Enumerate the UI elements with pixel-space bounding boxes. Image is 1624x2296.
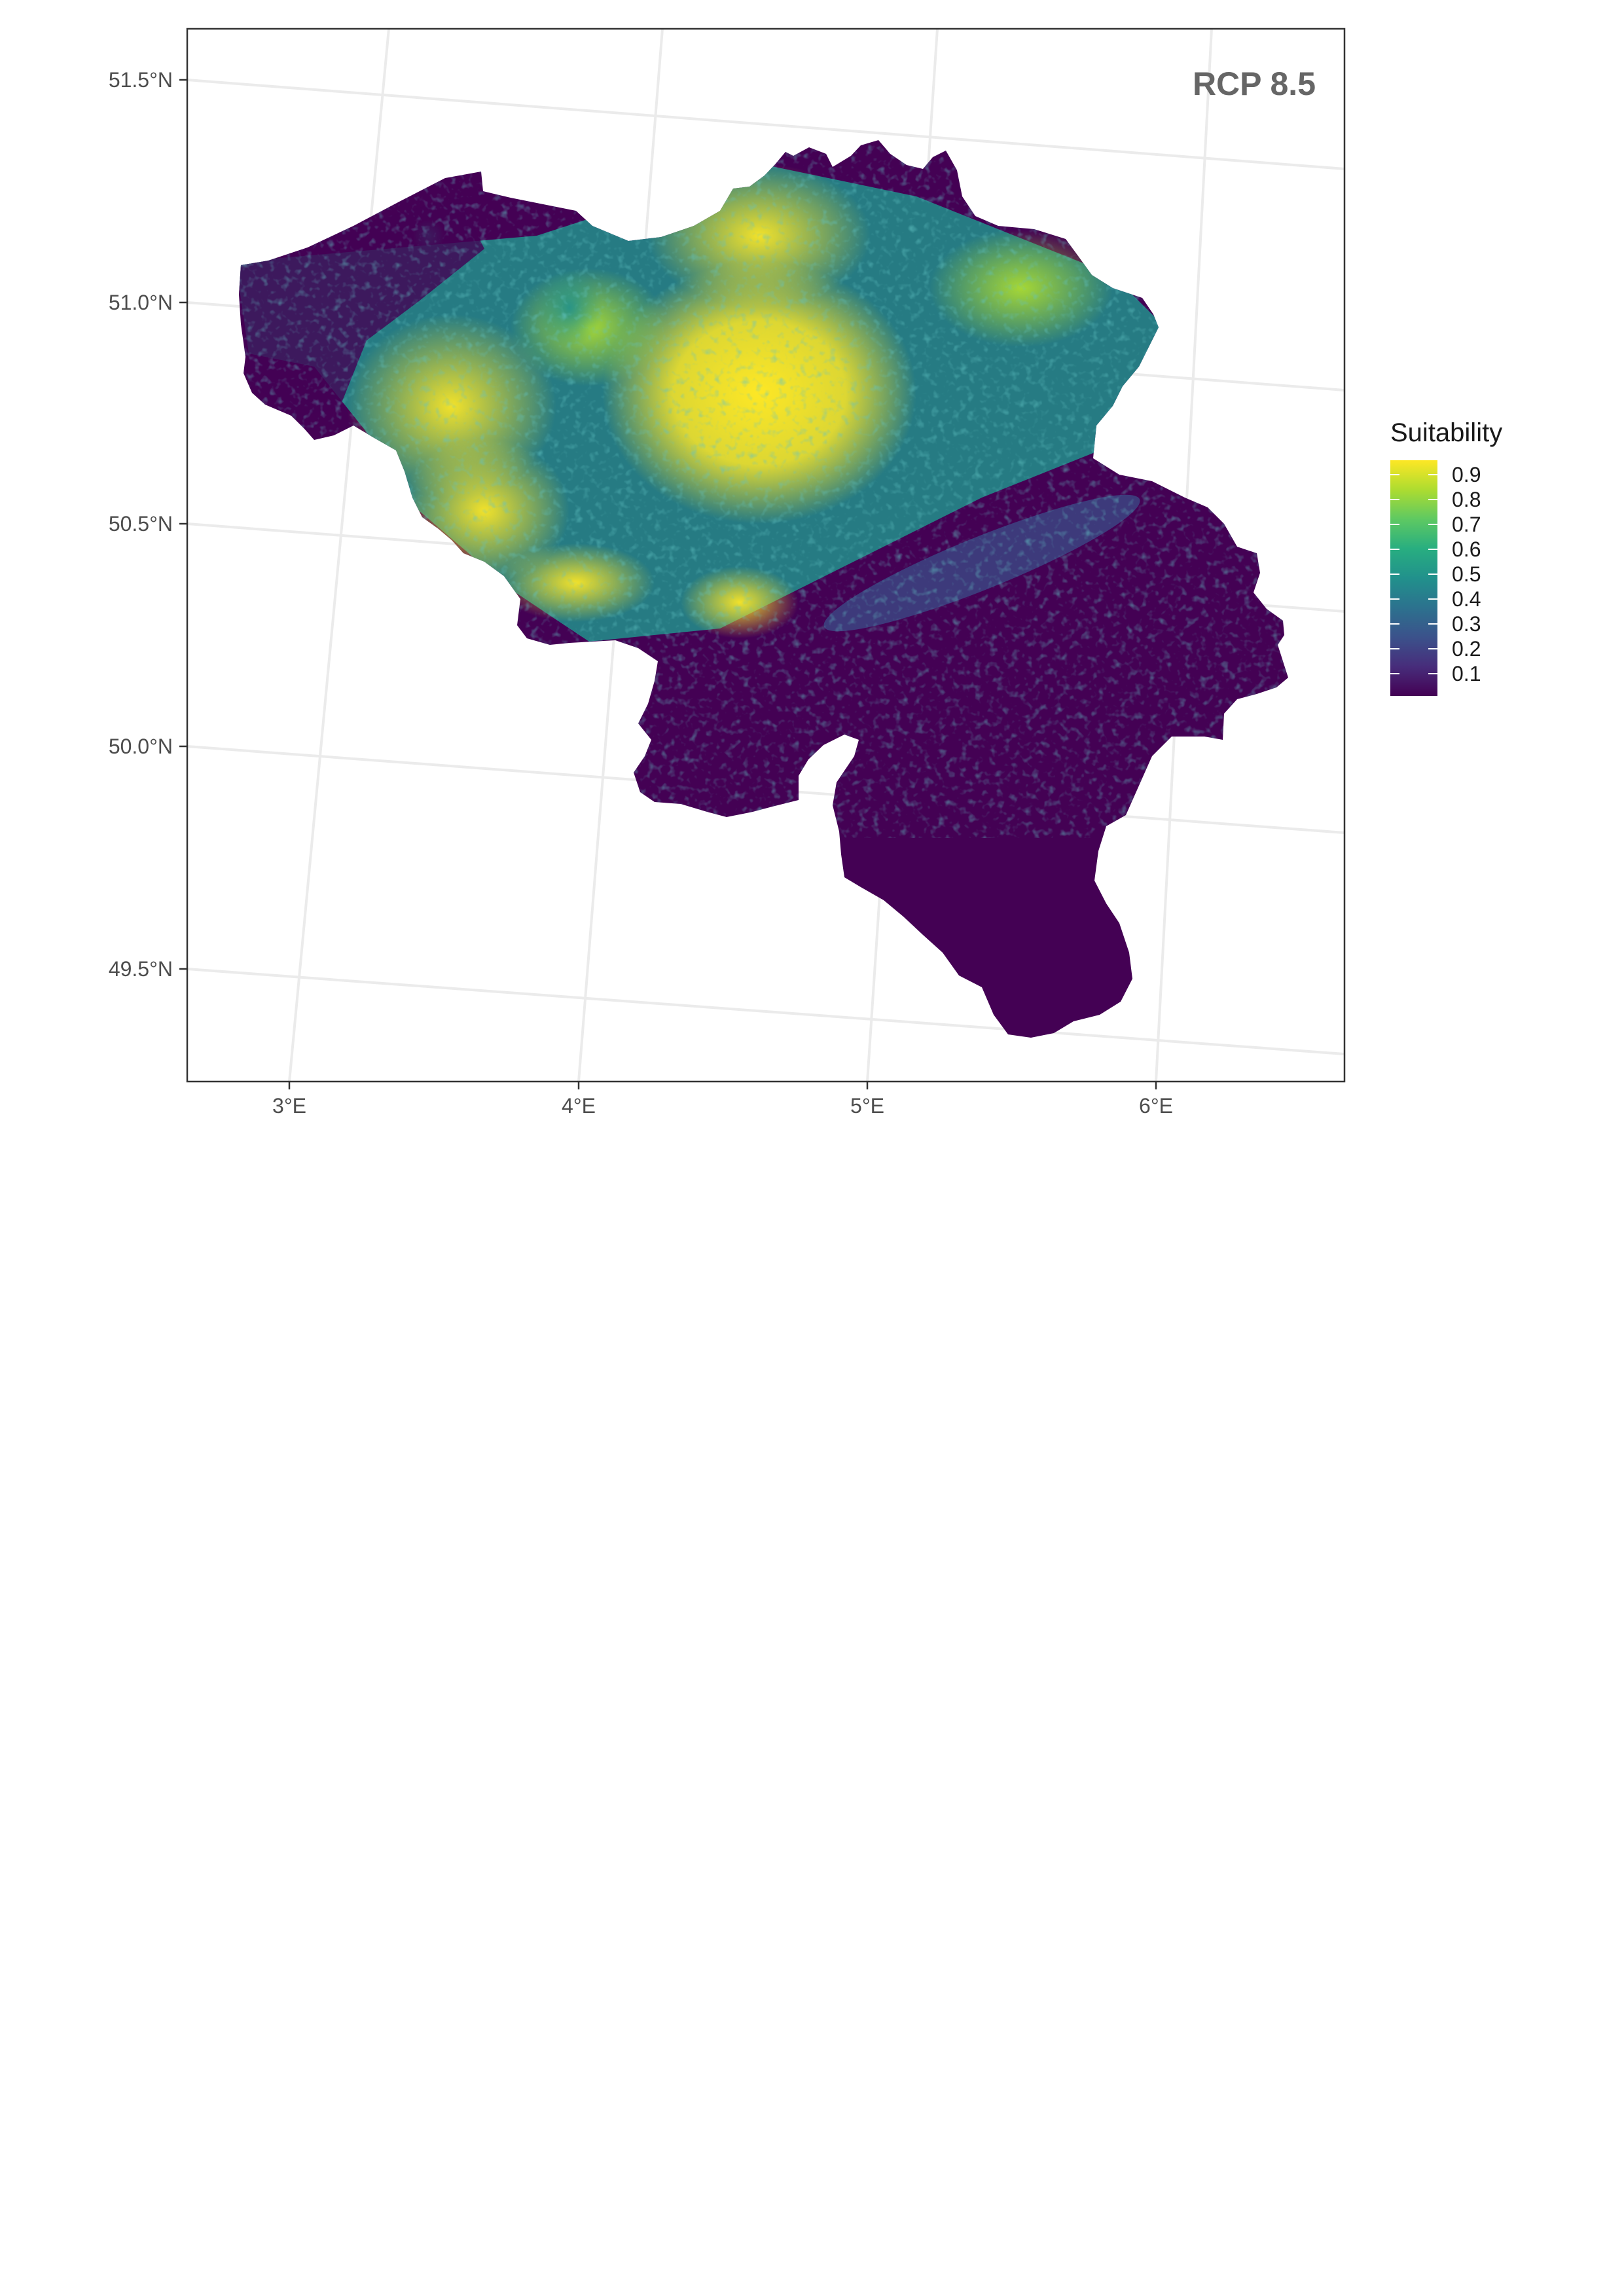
- graticule-lon-3: [288, 29, 390, 1082]
- legend-label-0-1: 0.1: [1452, 662, 1481, 685]
- graticule-lat-51-5: [187, 79, 1344, 170]
- lat-label-49-5: 49.5°N: [109, 957, 173, 981]
- legend: Suitability 0.9 0.8 0.7 0.6 0.5 0.4: [1390, 418, 1502, 696]
- lon-label-3: 3°E: [272, 1094, 306, 1118]
- legend-colorbar: [1390, 460, 1437, 696]
- lon-label-6: 6°E: [1139, 1094, 1173, 1118]
- legend-label-0-9: 0.9: [1452, 463, 1481, 486]
- graticule-lat-49-5: [187, 968, 1344, 1055]
- legend-label-0-3: 0.3: [1452, 612, 1481, 636]
- lon-label-5: 5°E: [850, 1094, 884, 1118]
- lon-label-4: 4°E: [562, 1094, 596, 1118]
- longitude-axis: 3°E 4°E 5°E 6°E: [272, 1082, 1173, 1118]
- legend-label-0-5: 0.5: [1452, 562, 1481, 586]
- legend-ticks: [1390, 474, 1437, 674]
- lat-label-51-5: 51.5°N: [109, 68, 173, 92]
- latitude-axis: 51.5°N 51.0°N 50.5°N 50.0°N 49.5°N: [109, 68, 187, 981]
- map-panel-border: [186, 27, 1346, 1083]
- lat-label-51-0: 51.0°N: [109, 291, 173, 314]
- legend-label-0-8: 0.8: [1452, 488, 1481, 511]
- legend-title: Suitability: [1390, 418, 1502, 447]
- legend-label-0-7: 0.7: [1452, 513, 1481, 536]
- legend-label-0-2: 0.2: [1452, 637, 1481, 661]
- legend-label-0-4: 0.4: [1452, 587, 1481, 611]
- legend-label-0-6: 0.6: [1452, 538, 1481, 561]
- lat-label-50-5: 50.5°N: [109, 512, 173, 536]
- scenario-label: RCP 8.5: [1193, 65, 1316, 102]
- lat-label-50-0: 50.0°N: [109, 735, 173, 758]
